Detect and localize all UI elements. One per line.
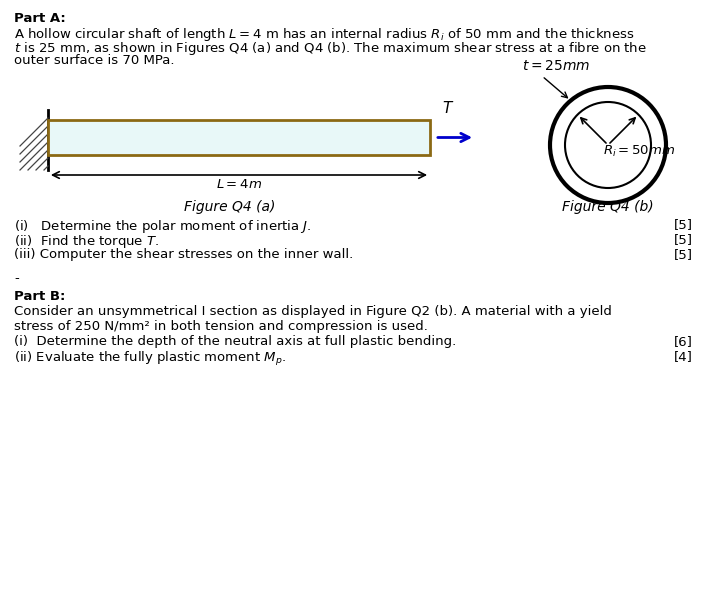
Text: outer surface is 70 MPa.: outer surface is 70 MPa. xyxy=(14,54,175,67)
Text: (iii) Computer the shear stresses on the inner wall.: (iii) Computer the shear stresses on the… xyxy=(14,248,354,261)
Text: Figure Q4 (b): Figure Q4 (b) xyxy=(562,200,654,214)
Text: (i)   Determine the polar moment of inertia $J$.: (i) Determine the polar moment of inerti… xyxy=(14,218,312,235)
Text: Part B:: Part B: xyxy=(14,290,65,303)
Text: (ii) Evaluate the fully plastic moment $M_p$.: (ii) Evaluate the fully plastic moment $… xyxy=(14,350,286,368)
Text: [5]: [5] xyxy=(674,248,693,261)
Text: $T$: $T$ xyxy=(442,100,455,116)
Text: stress of 250 N/mm² in both tension and compression is used.: stress of 250 N/mm² in both tension and … xyxy=(14,320,428,333)
Text: [5]: [5] xyxy=(674,233,693,246)
Text: $R_i = 50$mm: $R_i = 50$mm xyxy=(603,143,675,159)
Text: [5]: [5] xyxy=(674,218,693,231)
Text: $t = 25$mm: $t = 25$mm xyxy=(522,59,590,73)
Text: (ii)  Find the torque $T$.: (ii) Find the torque $T$. xyxy=(14,233,159,250)
Text: [6]: [6] xyxy=(674,335,693,348)
Text: (i)  Determine the depth of the neutral axis at full plastic bending.: (i) Determine the depth of the neutral a… xyxy=(14,335,456,348)
Text: Part A:: Part A: xyxy=(14,12,66,25)
Text: $L = 4m$: $L = 4m$ xyxy=(216,178,262,191)
Text: Consider an unsymmetrical I section as displayed in Figure Q2 (b). A material wi: Consider an unsymmetrical I section as d… xyxy=(14,305,612,318)
Text: $t$ is 25 mm, as shown in Figures Q4 (a) and Q4 (b). The maximum shear stress at: $t$ is 25 mm, as shown in Figures Q4 (a)… xyxy=(14,40,647,57)
Text: -: - xyxy=(14,272,19,285)
Bar xyxy=(48,120,430,155)
Text: Figure Q4 (a): Figure Q4 (a) xyxy=(185,200,276,214)
Text: A hollow circular shaft of length $L = 4$ m has an internal radius $R_i$ of 50 m: A hollow circular shaft of length $L = 4… xyxy=(14,26,634,43)
Text: [4]: [4] xyxy=(674,350,693,363)
